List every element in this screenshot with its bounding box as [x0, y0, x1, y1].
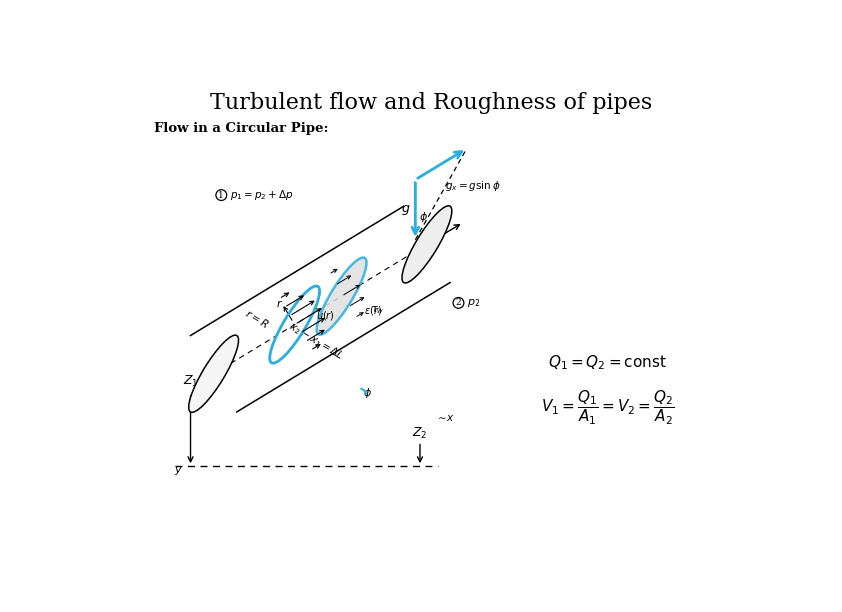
Text: Flow in a Circular Pipe:: Flow in a Circular Pipe: [153, 122, 328, 135]
Text: $V_1 = \dfrac{Q_1}{A_1} = V_2 = \dfrac{Q_2}{A_2}$: $V_1 = \dfrac{Q_1}{A_1} = V_2 = \dfrac{Q… [541, 389, 674, 427]
Text: $r$: $r$ [276, 299, 283, 310]
Text: 2: 2 [456, 299, 461, 307]
Text: $r = R$: $r = R$ [242, 307, 270, 330]
Text: $p_1 = p_2 + \Delta p$: $p_1 = p_2 + \Delta p$ [230, 188, 294, 202]
Text: $Q_1 = Q_2 = \mathrm{const}$: $Q_1 = Q_2 = \mathrm{const}$ [548, 353, 668, 371]
Text: $\tau_w$: $\tau_w$ [371, 304, 385, 316]
Text: 1: 1 [218, 190, 224, 200]
Text: $g$: $g$ [402, 203, 411, 217]
Ellipse shape [189, 335, 238, 412]
Text: $Z_1$: $Z_1$ [183, 374, 199, 389]
Text: $u(r)$: $u(r)$ [317, 309, 335, 322]
Ellipse shape [317, 258, 366, 335]
Text: $x_2 - x_1 = \Delta L$: $x_2 - x_1 = \Delta L$ [286, 319, 347, 364]
Text: $\sim\! x$: $\sim\! x$ [435, 413, 454, 424]
Text: $g_x = g \sin \phi$: $g_x = g \sin \phi$ [445, 179, 500, 193]
Text: $Z_2$: $Z_2$ [413, 425, 428, 441]
Text: $\varepsilon(r)$: $\varepsilon(r)$ [364, 304, 382, 317]
Text: $y$: $y$ [173, 465, 183, 477]
Text: $p_2$: $p_2$ [467, 297, 480, 309]
Ellipse shape [402, 206, 452, 283]
Text: Turbulent flow and Roughness of pipes: Turbulent flow and Roughness of pipes [210, 92, 653, 114]
Text: $\phi$: $\phi$ [418, 210, 428, 223]
Text: $\phi$: $\phi$ [363, 386, 372, 400]
